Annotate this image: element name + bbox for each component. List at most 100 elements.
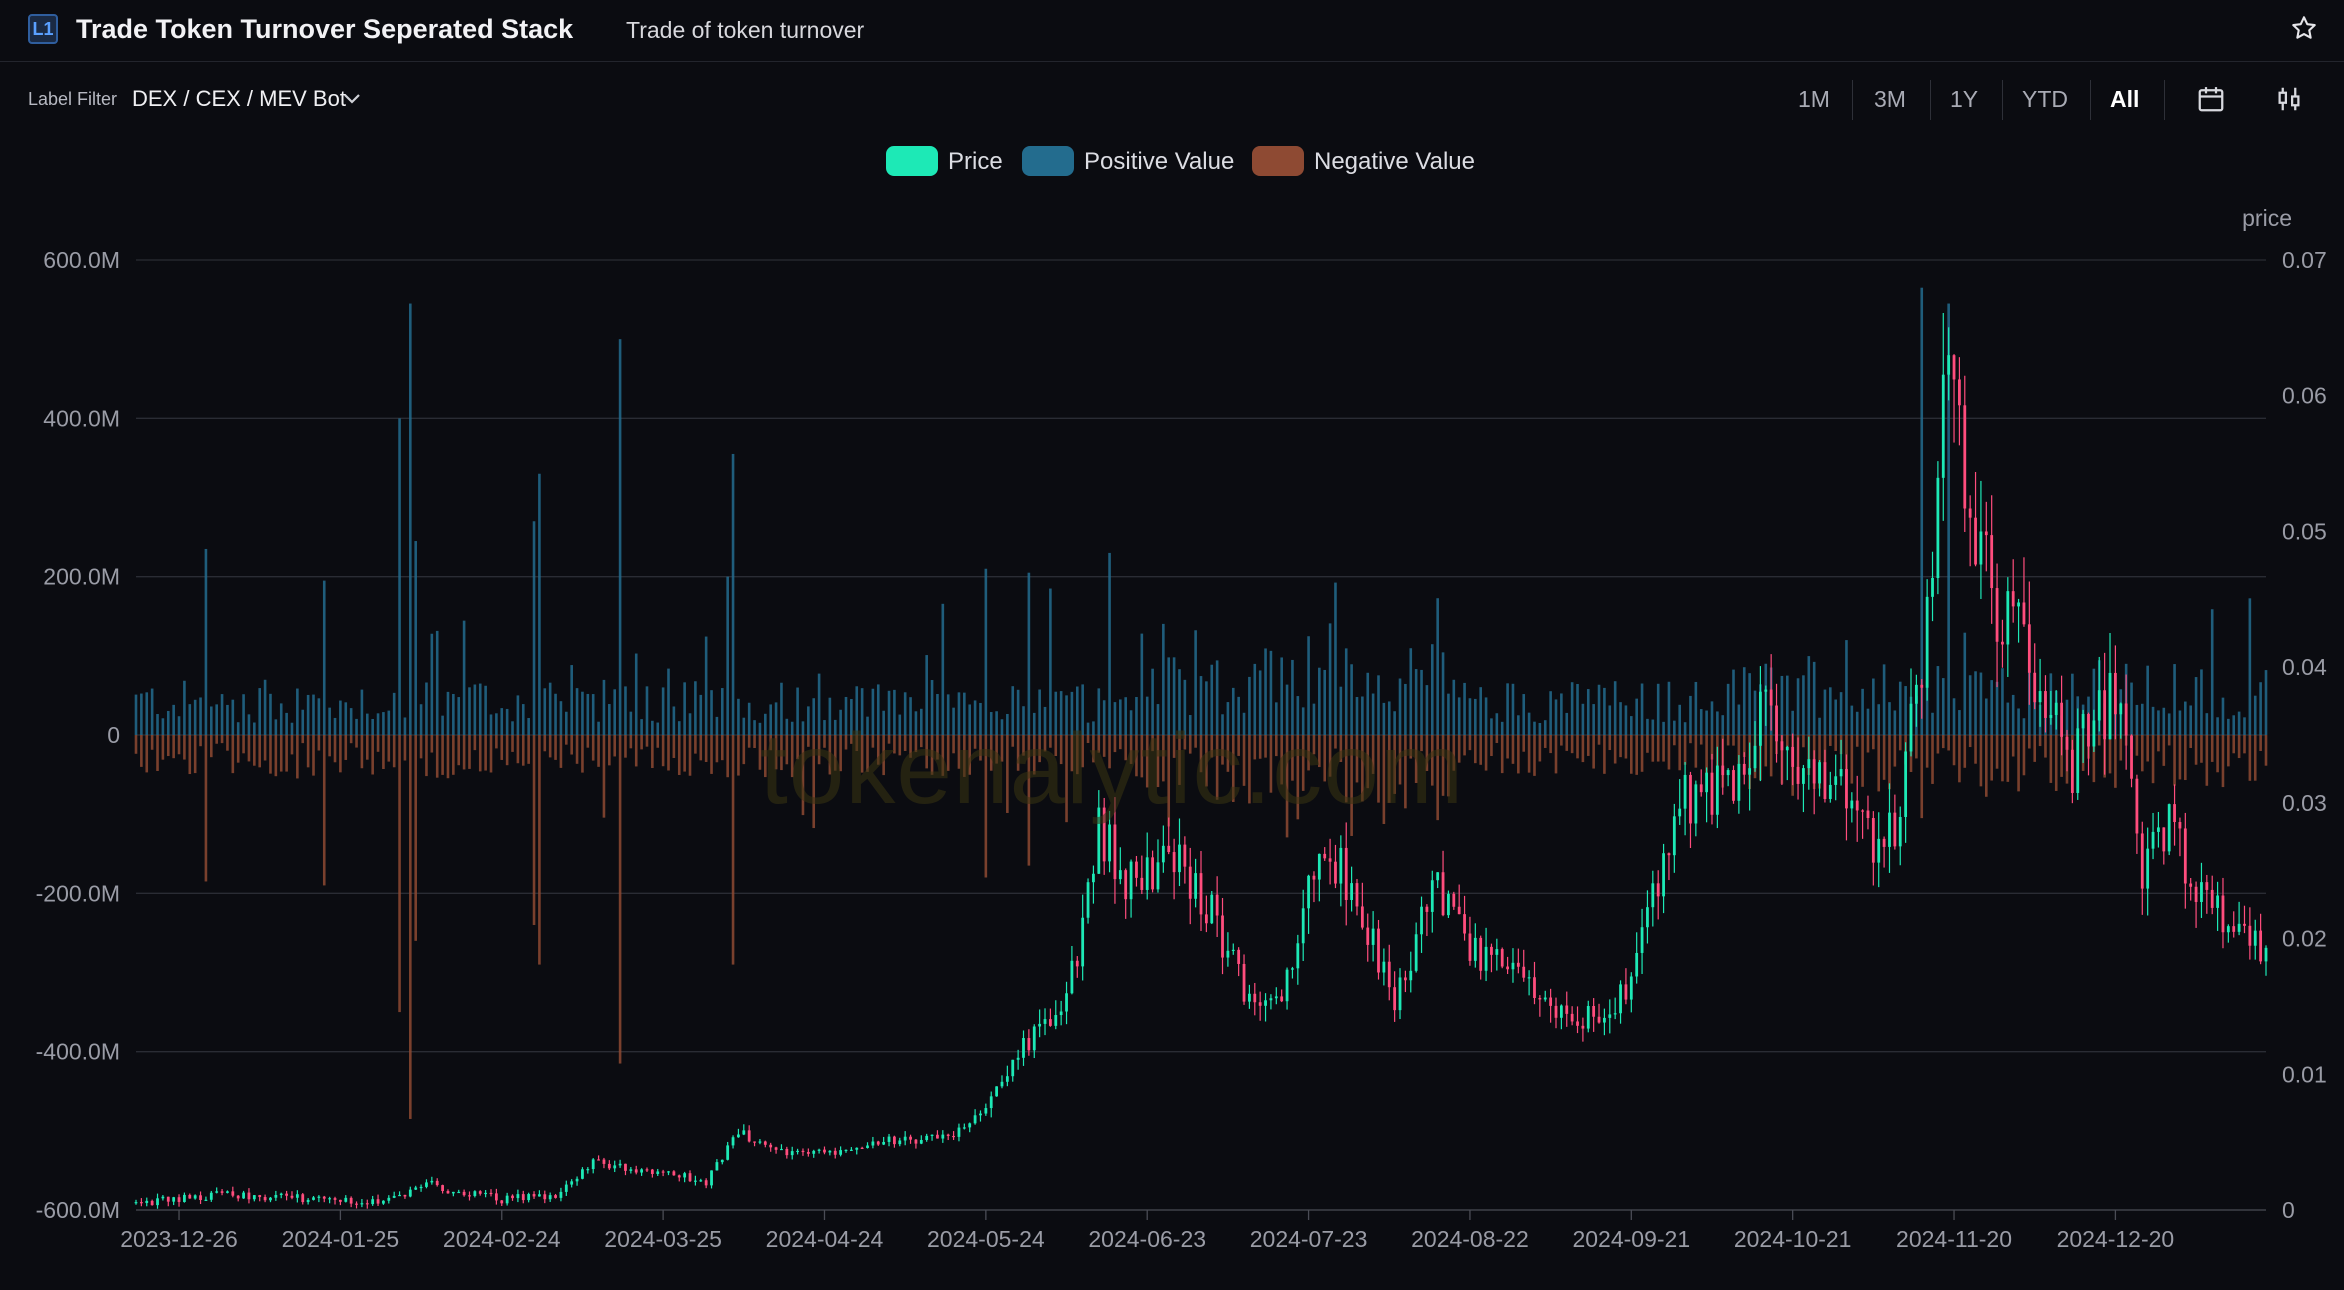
negative-bar [559,735,563,768]
price-candle-body [1646,907,1649,928]
price-candle-body [758,1141,762,1143]
positive-bar [575,688,579,735]
price-candle-body [1807,759,1811,769]
price-candle-body [139,1202,143,1204]
negative-bar [753,735,756,749]
negative-bar [586,735,590,748]
negative-bar [624,735,627,758]
chevron-down-icon[interactable] [342,92,362,106]
range-ytd-button[interactable]: YTD [2022,86,2068,112]
negative-bar [1441,735,1445,796]
positive-bar [618,339,622,735]
price-candle-body [392,1195,396,1198]
range-1y-button[interactable]: 1Y [1950,86,1979,112]
negative-bar [1694,735,1698,768]
positive-bar [1167,657,1171,735]
negative-bar [215,735,218,744]
label-filter-select[interactable]: DEX / CEX / MEV Bot [132,86,346,111]
positive-bar [2264,670,2268,735]
positive-bar [1371,693,1375,735]
price-candle-body [1866,810,1870,819]
price-candle-body [1188,866,1192,899]
positive-bar [1393,711,1396,735]
negative-bar [2114,735,2117,788]
price-candle-body [1979,531,1983,565]
positive-bar [1070,691,1074,735]
calendar-icon[interactable] [2196,84,2226,114]
negative-bar [1640,735,1644,772]
positive-bar [866,716,869,735]
positive-bar [1312,703,1316,735]
positive-bar [511,721,514,735]
price-candle-body [1387,961,1391,988]
price-candle-body [1135,861,1138,878]
range-1m-button[interactable]: 1M [1798,86,1830,112]
x-axis-tick-label: 2023-12-26 [120,1226,238,1252]
price-candle-body [629,1169,633,1171]
positive-bar [898,714,902,735]
price-candle-body [1812,759,1816,784]
price-candle-body [226,1191,229,1193]
price-candle-body [1183,844,1187,867]
positive-bar [860,688,864,735]
x-axis-tick-label: 2024-05-24 [927,1226,1045,1252]
price-candle-body [672,1171,676,1176]
positive-bar [1194,630,1197,735]
negative-bar [1226,735,1230,772]
negative-bar [1882,735,1886,780]
negative-bar [1506,735,1509,759]
candlestick-toggle-icon[interactable] [2274,84,2304,114]
positive-bar [344,702,348,735]
price-candle-body [2157,827,2160,832]
negative-bar [833,735,837,771]
price-candle-body [1016,1057,1020,1060]
x-axis-tick-label: 2024-12-20 [2057,1226,2175,1252]
price-candle-body [1242,963,1246,1002]
positive-bar [322,580,326,735]
negative-bar [817,735,821,765]
negative-bar [1608,735,1612,751]
range-all-button[interactable]: All [2110,86,2140,112]
negative-bar [1307,735,1310,771]
positive-bar [2151,706,2155,735]
negative-bar [489,735,493,773]
price-candle-body [1280,996,1284,1002]
negative-bar [1409,735,1413,759]
negative-bar [435,735,439,778]
positive-bar [1818,717,1821,735]
negative-bar [1995,735,1999,769]
star-icon[interactable] [2290,14,2318,42]
price-candle-body [667,1171,670,1173]
positive-bar [2173,664,2176,735]
negative-bar [1898,735,1902,751]
positive-bar [984,568,988,735]
negative-bar [1619,735,1622,758]
positive-bar [839,709,842,735]
price-candle-body [1656,883,1660,897]
price-candle-body [1834,776,1838,785]
price-candle-body [301,1194,305,1203]
positive-bar [1737,704,1741,735]
range-3m-button[interactable]: 3M [1874,86,1906,112]
positive-bar [333,717,337,735]
positive-bar [2253,695,2257,735]
negative-bar [150,735,154,750]
positive-bar [1043,706,1047,735]
negative-bar [1178,735,1181,785]
price-candle-body [468,1195,471,1197]
price-candle-body [430,1180,434,1183]
price-candle-body [640,1169,644,1173]
positive-bar [758,722,762,735]
divider [2164,80,2165,120]
negative-bar [597,735,600,767]
price-candle-body [1565,1005,1569,1014]
price-candle-body [1990,535,1994,589]
price-candle-body [849,1149,853,1151]
price-candle-body [1317,853,1321,880]
negative-bar [1479,735,1482,765]
price-candle-body [355,1203,358,1205]
price-candle-body [295,1194,299,1198]
negative-bar [823,735,826,748]
price-candle-body [823,1149,826,1153]
